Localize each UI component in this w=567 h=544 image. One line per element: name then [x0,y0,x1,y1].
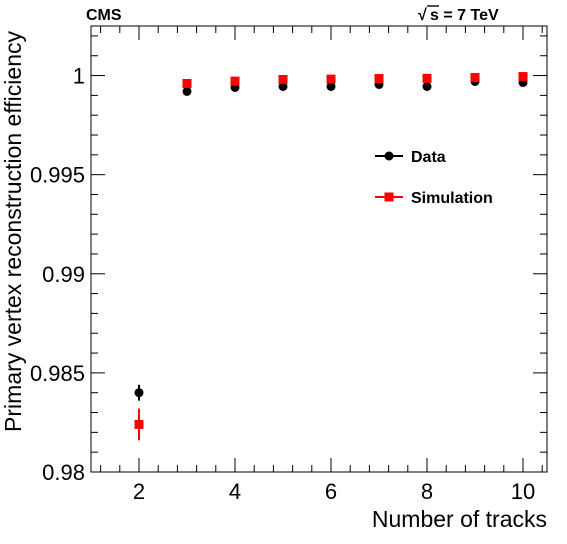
legend-entry-data: Data [375,149,446,166]
x-tick-label: 8 [421,479,433,504]
simulation-point [326,74,336,84]
simulation-point [518,72,528,82]
data-point [326,81,336,91]
y-tick-label: 0.98 [42,460,85,485]
x-axis-ticks: 2 4 6 8 10 [100,26,543,504]
energy-label: √ s = 7 TeV [418,5,499,24]
simulation-point [278,75,288,85]
legend-entry-simulation: Simulation [375,190,493,207]
y-tick-label: 1 [73,64,85,89]
y-tick-label: 0.99 [42,262,85,287]
legend-data-label: Data [411,149,446,166]
y-axis-title: Primary vertex reconstruction efficiency [0,31,26,432]
legend-simulation-marker [384,192,394,202]
plot-frame [90,25,548,473]
x-tick-label: 10 [511,479,535,504]
simulation-point [470,73,480,83]
simulation-point [422,73,432,83]
data-point [278,81,288,91]
legend-data-marker [384,151,394,161]
data-point [182,86,192,96]
x-axis-title: Number of tracks [372,506,547,532]
y-axis-ticks: 0.98 0.985 0.99 0.995 1 [30,35,547,485]
simulation-point [134,419,144,429]
x-tick-label: 6 [325,479,337,504]
data-point [134,388,144,398]
energy-text: s = 7 TeV [430,7,499,24]
sqrt-symbol: √ [418,7,427,24]
legend-simulation-label: Simulation [411,190,493,207]
x-tick-label: 4 [229,479,241,504]
simulation-point [182,78,192,88]
data-point [422,81,432,91]
x-tick-label: 2 [133,479,145,504]
legend: Data Simulation [375,149,493,207]
data-marks [134,72,528,441]
experiment-label: CMS [86,7,122,24]
y-tick-label: 0.985 [30,361,85,386]
simulation-point [230,76,240,86]
simulation-point [374,74,384,84]
y-tick-label: 0.995 [30,163,85,188]
